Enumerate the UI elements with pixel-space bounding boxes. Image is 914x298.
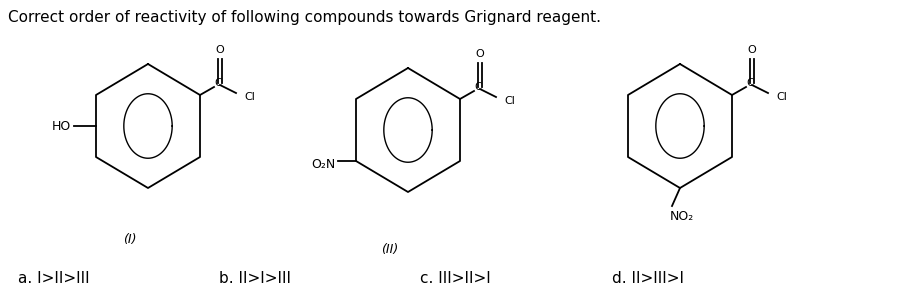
Text: O: O — [748, 45, 757, 55]
Text: b. II>I>III: b. II>I>III — [219, 271, 292, 286]
Text: Correct order of reactivity of following compounds towards Grignard reagent.: Correct order of reactivity of following… — [8, 10, 601, 25]
Text: O₂N: O₂N — [312, 159, 336, 172]
Text: d. II>III>I: d. II>III>I — [612, 271, 685, 286]
Text: C: C — [214, 78, 222, 88]
Text: c. III>II>I: c. III>II>I — [420, 271, 491, 286]
Text: (II): (II) — [381, 243, 399, 256]
Text: NO₂: NO₂ — [670, 210, 695, 223]
Text: O: O — [216, 45, 224, 55]
Text: (I): (I) — [123, 233, 137, 246]
Text: C: C — [747, 78, 754, 88]
Text: O: O — [475, 49, 484, 59]
Text: Cl: Cl — [244, 92, 255, 102]
Text: HO: HO — [52, 119, 71, 133]
Text: a. I>II>III: a. I>II>III — [18, 271, 90, 286]
Text: C: C — [474, 82, 482, 92]
Text: Cl: Cl — [504, 96, 515, 106]
Text: Cl: Cl — [776, 92, 787, 102]
